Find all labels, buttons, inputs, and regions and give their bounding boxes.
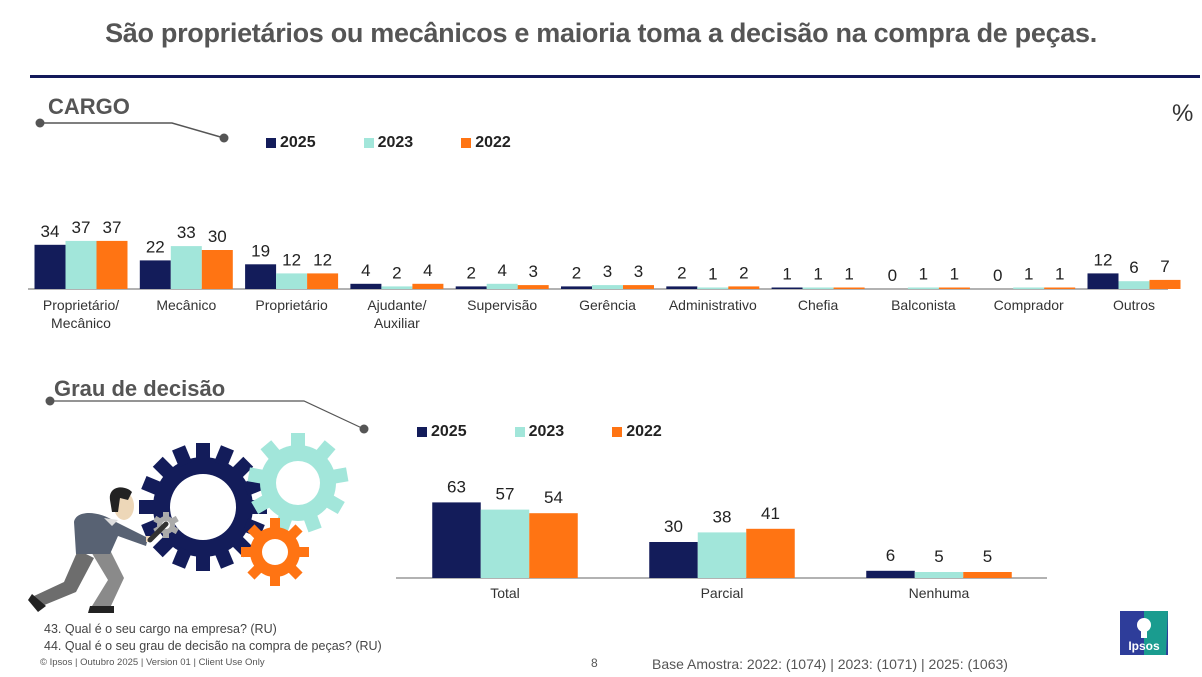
page-number: 8	[591, 656, 598, 670]
man-figure-icon	[28, 487, 169, 613]
percent-unit-label: %	[1172, 100, 1194, 127]
legend-item-2022: 2022	[461, 134, 511, 152]
legend-item-2025: 2025	[266, 134, 316, 152]
legend-label: 2022	[626, 423, 662, 440]
question-43-note: 43. Qual é o seu cargo na empresa? (RU)	[44, 622, 277, 636]
sample-base-note: Base Amostra: 2022: (1074) | 2023: (1071…	[652, 656, 1008, 672]
legend-swatch	[363, 138, 374, 148]
navy-gear-icon	[139, 443, 267, 571]
legend-item-2025: 2025	[417, 423, 467, 441]
decisao-leader-line	[45, 396, 369, 434]
cargo-legend: 2025 2023 2022	[266, 134, 559, 152]
legend-swatch	[514, 427, 525, 437]
legend-label: 2025	[431, 423, 467, 440]
decisao-legend: 2025 2023 2022	[417, 423, 710, 441]
mint-gear-icon	[247, 433, 349, 533]
legend-swatch	[612, 427, 623, 437]
legend-swatch	[266, 138, 276, 148]
man-turning-gears-illustration	[28, 433, 349, 613]
cargo-leader-line	[35, 118, 229, 143]
page-title: São proprietários ou mecânicos e maioria…	[105, 18, 1097, 48]
decisao-section-title: Grau de decisão	[54, 376, 226, 401]
title-divider	[30, 75, 1200, 78]
orange-gear-icon	[241, 518, 309, 586]
copyright-notice: © Ipsos | Outubro 2025 | Version 01 | Cl…	[40, 657, 265, 668]
logo-text: Ipsos	[1128, 639, 1160, 653]
legend-label: 2022	[475, 134, 511, 151]
legend-item-2023: 2023	[514, 423, 565, 441]
ipsos-logo: Ipsos	[1120, 611, 1168, 655]
legend-swatch	[461, 138, 472, 148]
legend-item-2022: 2022	[612, 423, 662, 441]
question-44-note: 44. Qual é o seu grau de decisão na comp…	[44, 639, 382, 653]
legend-label: 2023	[528, 423, 565, 440]
legend-swatch	[417, 427, 427, 437]
legend-item-2023: 2023	[363, 134, 414, 152]
legend-label: 2025	[280, 134, 316, 151]
cargo-section-title: CARGO	[48, 94, 130, 119]
legend-label: 2023	[377, 134, 414, 151]
